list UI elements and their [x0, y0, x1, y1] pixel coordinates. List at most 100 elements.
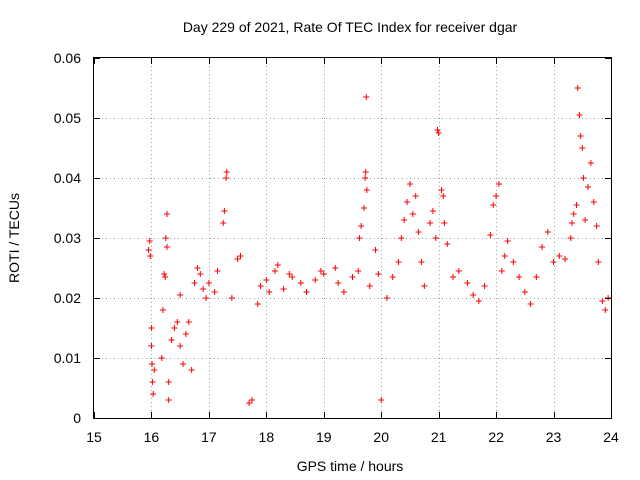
- data-point: [271, 268, 278, 274]
- data-point: [147, 253, 154, 259]
- data-point: [223, 169, 230, 175]
- data-point: [289, 274, 296, 280]
- data-point: [493, 193, 500, 199]
- data-point: [254, 301, 261, 307]
- data-point: [490, 202, 497, 208]
- data-point: [533, 274, 540, 280]
- data-point: [501, 253, 508, 259]
- data-point: [171, 325, 178, 331]
- x-tick-labels: 15 16 17 18 19 20 21 22 23 24: [86, 429, 619, 445]
- data-point: [590, 199, 597, 205]
- data-point: [450, 274, 457, 280]
- data-point: [521, 289, 528, 295]
- data-point: [434, 127, 441, 133]
- data-point: [194, 265, 201, 271]
- chart-title: Day 229 of 2021, Rate Of TEC Index for r…: [183, 19, 518, 35]
- data-point: [177, 343, 184, 349]
- data-point: [151, 367, 158, 373]
- data-point: [191, 280, 198, 286]
- data-point: [297, 280, 304, 286]
- data-point: [444, 241, 451, 247]
- data-point: [366, 283, 373, 289]
- x-tick-label: 18: [259, 429, 275, 445]
- data-point: [582, 217, 589, 223]
- data-point: [567, 235, 574, 241]
- y-tick-labels: 0 0.01 0.02 0.03 0.04 0.05 0.06: [54, 50, 81, 426]
- data-point: [223, 175, 230, 181]
- data-point: [504, 238, 511, 244]
- data-point: [406, 181, 413, 187]
- data-point: [320, 271, 327, 277]
- data-point: [418, 259, 425, 265]
- data-point: [576, 112, 583, 118]
- x-tick-label: 17: [201, 429, 217, 445]
- data-point: [146, 238, 153, 244]
- data-point: [280, 286, 287, 292]
- data-point: [221, 208, 228, 214]
- data-point: [568, 220, 575, 226]
- data-point: [317, 268, 324, 274]
- data-point: [362, 169, 369, 175]
- data-point: [162, 274, 169, 280]
- plot-border: [93, 57, 612, 419]
- data-point: [286, 271, 293, 277]
- data-point: [145, 247, 152, 253]
- data-point: [593, 223, 600, 229]
- data-point: [421, 283, 428, 289]
- data-point: [358, 223, 365, 229]
- data-point: [375, 271, 382, 277]
- data-point: [237, 253, 244, 259]
- data-point: [168, 337, 175, 343]
- data-point: [159, 307, 166, 313]
- data-point: [162, 235, 169, 241]
- data-point: [383, 295, 390, 301]
- grid-lines: [94, 58, 611, 418]
- data-point: [148, 325, 155, 331]
- data-point: [464, 280, 471, 286]
- data-point: [412, 193, 419, 199]
- data-point: [455, 268, 462, 274]
- data-point: [475, 298, 482, 304]
- data-point: [161, 271, 168, 277]
- x-tick-label: 24: [603, 429, 619, 445]
- data-point: [495, 181, 502, 187]
- data-point: [429, 208, 436, 214]
- data-point: [163, 244, 170, 250]
- data-point: [356, 235, 363, 241]
- data-point: [363, 187, 370, 193]
- data-point: [362, 175, 369, 181]
- data-point: [599, 298, 606, 304]
- data-point: [398, 235, 405, 241]
- data-points: [145, 85, 612, 406]
- data-point: [158, 355, 165, 361]
- data-point: [188, 367, 195, 373]
- data-point: [585, 184, 592, 190]
- data-point: [149, 361, 156, 367]
- x-tick-label: 22: [488, 429, 504, 445]
- x-axis-label: GPS time / hours: [297, 458, 404, 474]
- data-point: [415, 229, 422, 235]
- x-tick-label: 15: [86, 429, 102, 445]
- y-tick-label: 0.02: [54, 290, 81, 306]
- data-point: [163, 211, 170, 217]
- data-point: [587, 160, 594, 166]
- data-point: [363, 94, 370, 100]
- data-point: [246, 400, 253, 406]
- x-tick-label: 21: [431, 429, 447, 445]
- x-tick-label: 20: [373, 429, 389, 445]
- data-point: [570, 211, 577, 217]
- data-point: [550, 259, 557, 265]
- y-tick-label: 0.05: [54, 110, 81, 126]
- axis-ticks: [94, 58, 612, 419]
- y-tick-label: 0.04: [54, 170, 81, 186]
- data-point: [438, 187, 445, 193]
- data-point: [401, 217, 408, 223]
- data-point: [165, 397, 172, 403]
- data-point: [539, 244, 546, 250]
- data-point: [234, 256, 241, 262]
- data-point: [498, 268, 505, 274]
- data-point: [602, 307, 609, 313]
- data-point: [263, 277, 270, 283]
